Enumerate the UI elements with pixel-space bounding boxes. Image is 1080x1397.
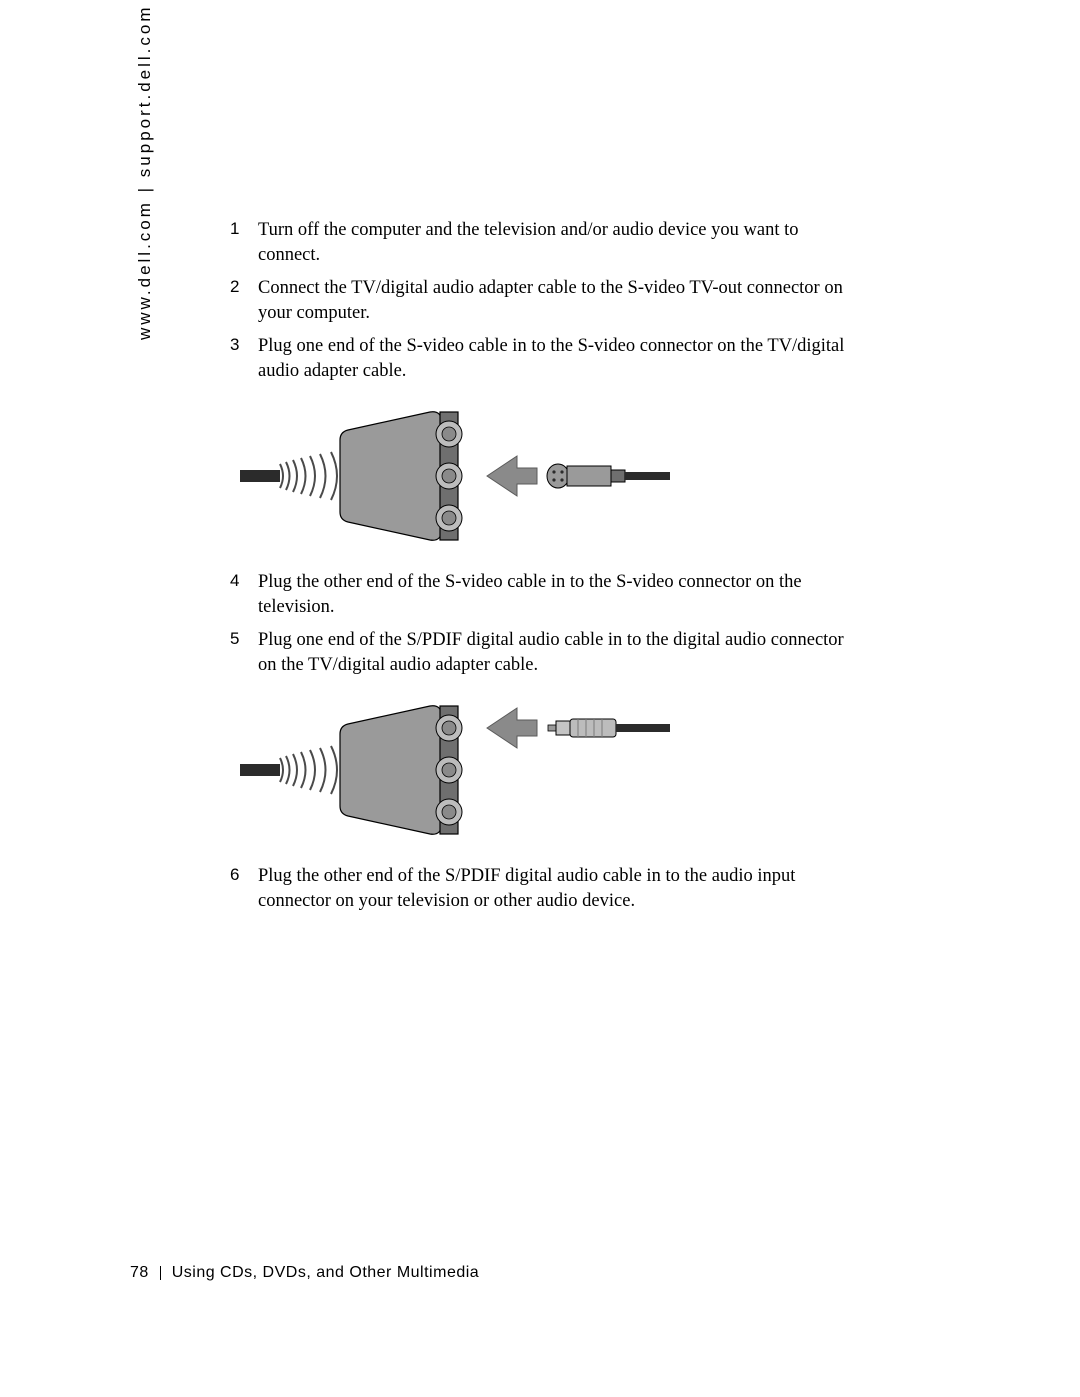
diagram-svideo-connection <box>240 402 860 552</box>
footer-separator <box>160 1266 161 1280</box>
adapter-port-top <box>436 715 462 741</box>
adapter-strain-relief <box>280 452 349 500</box>
step-number: 2 <box>230 276 239 299</box>
step-item: 5 Plug one end of the S/PDIF digital aud… <box>230 628 860 678</box>
adapter-port-bottom <box>436 505 462 531</box>
step-item: 1 Turn off the computer and the televisi… <box>230 218 860 268</box>
step-number: 6 <box>230 864 239 887</box>
adapter-port-middle <box>436 463 462 489</box>
step-item: 2 Connect the TV/digital audio adapter c… <box>230 276 860 326</box>
svideo-plug <box>547 464 670 488</box>
adapter-body <box>340 705 442 834</box>
steps-list-continued-2: 6 Plug the other end of the S/PDIF digit… <box>230 864 860 914</box>
adapter-strain-relief <box>280 746 349 794</box>
adapter-body <box>340 412 442 541</box>
sidebar-url-1: www.dell.com | support.dell.com <box>135 4 154 340</box>
page-number: 78 <box>130 1264 149 1281</box>
step-number: 1 <box>230 218 239 241</box>
step-text: Plug the other end of the S-video cable … <box>258 572 802 617</box>
diagram-spdif-connection <box>240 696 860 846</box>
adapter-port-bottom <box>436 799 462 825</box>
step-text: Turn off the computer and the television… <box>258 220 799 265</box>
diagram-svideo-svg <box>240 402 670 547</box>
page: www.dell.com | support.dell.com 1 Turn o… <box>0 0 1080 1397</box>
steps-list: 1 Turn off the computer and the televisi… <box>230 218 860 384</box>
diagram-spdif-svg <box>240 696 670 841</box>
step-text: Plug one end of the S/PDIF digital audio… <box>258 630 844 675</box>
step-number: 4 <box>230 570 239 593</box>
arrow-left-icon <box>487 456 537 496</box>
step-text: Plug one end of the S-video cable in to … <box>258 336 844 381</box>
sidebar-url-text: www.dell.com | support.dell.com <box>135 4 155 340</box>
step-item: 4 Plug the other end of the S-video cabl… <box>230 570 860 620</box>
step-number: 5 <box>230 628 239 651</box>
adapter-cable <box>240 470 280 482</box>
steps-list-continued: 4 Plug the other end of the S-video cabl… <box>230 570 860 678</box>
rca-plug <box>548 719 670 737</box>
adapter-port-top <box>436 421 462 447</box>
step-number: 3 <box>230 334 239 357</box>
arrow-left-icon <box>487 708 537 748</box>
step-item: 3 Plug one end of the S-video cable in t… <box>230 334 860 384</box>
page-footer: 78 Using CDs, DVDs, and Other Multimedia <box>130 1264 479 1282</box>
step-text: Plug the other end of the S/PDIF digital… <box>258 866 795 911</box>
footer-section-title: Using CDs, DVDs, and Other Multimedia <box>172 1264 479 1281</box>
step-text: Connect the TV/digital audio adapter cab… <box>258 278 843 323</box>
content-block: 1 Turn off the computer and the televisi… <box>230 218 860 922</box>
adapter-cable <box>240 764 280 776</box>
adapter-port-middle <box>436 757 462 783</box>
step-item: 6 Plug the other end of the S/PDIF digit… <box>230 864 860 914</box>
